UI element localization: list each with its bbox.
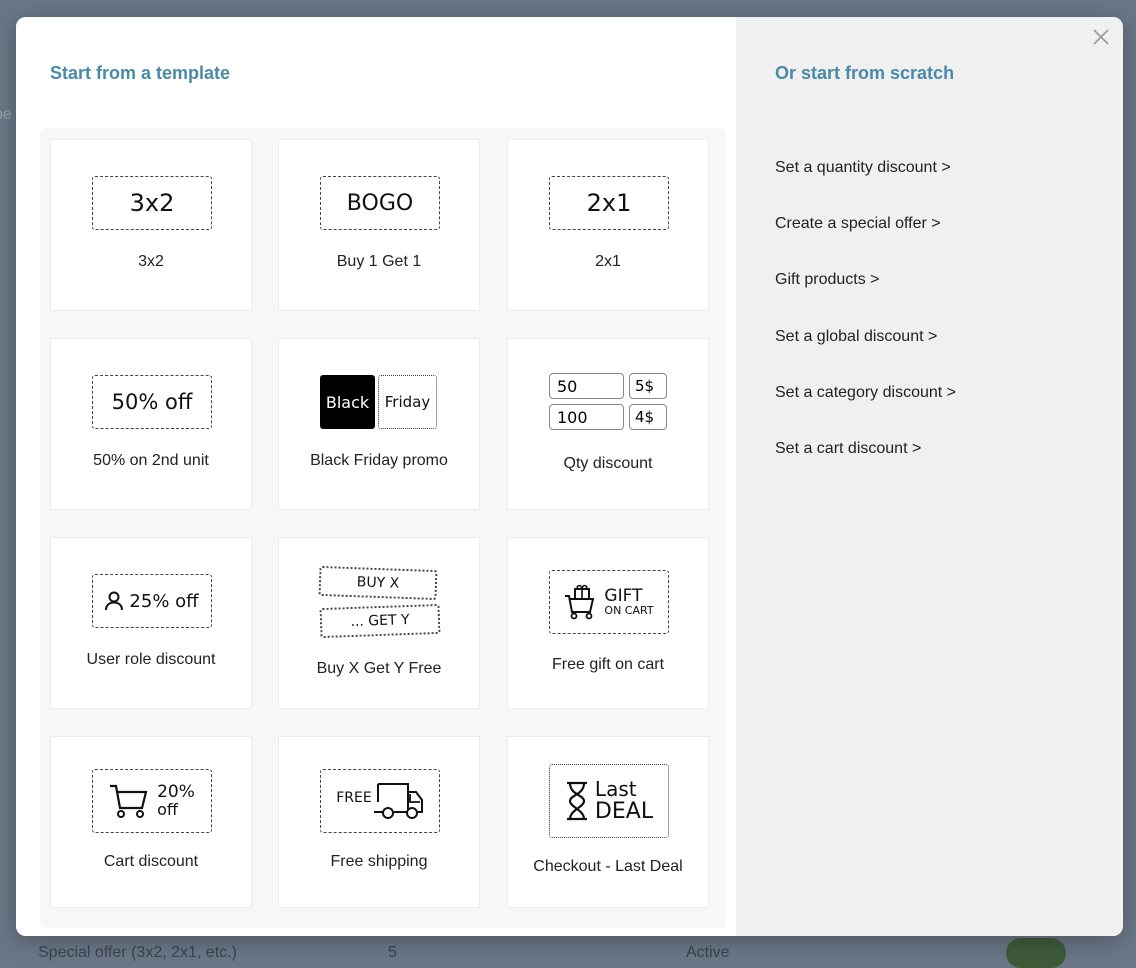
template-art: 3x2 [92,176,212,230]
template-card-last-deal[interactable]: Last DEAL Checkout - Last Deal [507,736,709,908]
background-row-name: Special offer (3x2, 2x1, etc.) [38,944,237,961]
price-cell: 4$ [629,404,667,430]
template-label: Checkout - Last Deal [533,858,683,875]
template-label: 50% on 2nd unit [93,452,209,469]
link-special-offer[interactable]: Create a special offer > [775,215,941,232]
price-cell: 5$ [629,373,667,399]
template-label: Qty discount [563,455,653,472]
template-card-bogo[interactable]: BOGO Buy 1 Get 1 [278,139,480,311]
background-toggle[interactable] [1006,938,1066,968]
gift-text: GIFT [604,585,643,606]
cart-icon [110,784,148,818]
template-card-user-role[interactable]: 25% off User role discount [50,537,252,709]
template-card-qty-discount[interactable]: 50 5$ 100 4$ Qty discount [507,338,709,510]
link-gift-products[interactable]: Gift products > [775,271,880,288]
off-text: off [157,799,178,819]
close-icon[interactable] [1089,25,1113,49]
background-row-status: Active [686,944,730,961]
template-art: FREE [336,790,372,806]
template-art: 25% off [129,590,199,612]
template-label: 3x2 [138,253,164,270]
link-quantity-discount[interactable]: Set a quantity discount > [775,159,951,176]
template-card-free-shipping[interactable]: FREE Free shipping [278,736,480,908]
template-label: Free shipping [330,853,428,870]
deal-text: DEAL [594,798,654,824]
template-label: 2x1 [595,253,621,270]
truck-icon [373,783,423,819]
background-row-count: 5 [388,944,397,961]
percent-text: 20% [157,781,195,802]
template-art: 50% off [92,375,212,429]
template-card-3x2[interactable]: 3x2 3x2 [50,139,252,311]
template-label: Buy 1 Get 1 [336,253,422,270]
get-y-badge: ... GET Y [319,603,441,639]
template-card-cart-discount[interactable]: 20% off Cart discount [50,736,252,908]
template-modal: Start from a template 3x2 3x2 BOGO Buy 1… [16,17,1123,936]
friday-badge: Friday [378,375,437,429]
qty-cell: 50 [549,373,624,399]
scratch-heading: Or start from scratch [775,63,955,83]
template-card-black-friday[interactable]: Black Friday Black Friday promo [278,338,480,510]
buy-x-badge: BUY X [318,565,438,601]
template-label: User role discount [86,651,216,668]
link-category-discount[interactable]: Set a category discount > [775,384,956,401]
template-label: Black Friday promo [310,452,448,469]
last-text: Last [594,776,637,801]
on-cart-text: ON CART [604,604,654,618]
hourglass-icon [566,781,587,821]
link-cart-discount[interactable]: Set a cart discount > [775,440,922,457]
template-label: Buy X Get Y Free [316,660,442,677]
template-card-buy-x-get-y[interactable]: BUY X ... GET Y Buy X Get Y Free [278,537,480,709]
template-label: Cart discount [103,853,199,870]
gift-cart-icon [565,584,595,620]
template-art: 2x1 [549,176,669,230]
qty-cell: 100 [549,404,624,430]
template-label: Free gift on cart [551,656,665,673]
template-art: BOGO [320,176,440,230]
template-panel: Start from a template 3x2 3x2 BOGO Buy 1… [16,17,736,936]
template-card-2x1[interactable]: 2x1 2x1 [507,139,709,311]
black-badge: Black [320,375,375,429]
user-icon [105,591,124,611]
template-heading: Start from a template [50,63,231,83]
scratch-panel: Or start from scratch Set a quantity dis… [736,17,1123,936]
template-card-free-gift[interactable]: GIFT ON CART Free gift on cart [507,537,709,709]
link-global-discount[interactable]: Set a global discount > [775,328,938,345]
background-partial-text: pe [0,106,12,123]
template-card-50-off[interactable]: 50% off 50% on 2nd unit [50,338,252,510]
